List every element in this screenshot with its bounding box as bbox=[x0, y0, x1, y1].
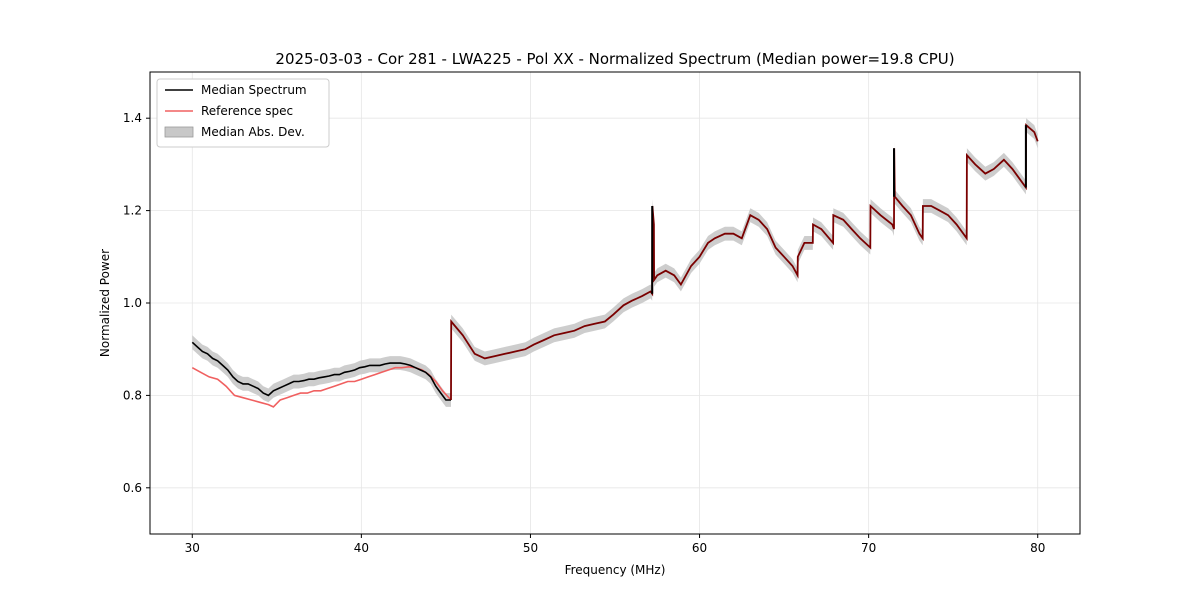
median-series bbox=[191, 123, 1039, 401]
median-line-high bbox=[450, 123, 1039, 401]
x-tick-label: 50 bbox=[523, 541, 538, 555]
median-line-low bbox=[191, 341, 451, 401]
legend-median-label: Median Spectrum bbox=[201, 83, 307, 97]
y-axis: 0.6 0.8 1.0 1.2 1.4 bbox=[123, 111, 150, 495]
y-tick-label: 1.2 bbox=[123, 204, 142, 218]
x-tick-label: 80 bbox=[1030, 541, 1045, 555]
y-tick-label: 1.0 bbox=[123, 296, 142, 310]
y-axis-label: Normalized Power bbox=[98, 249, 112, 357]
y-tick-label: 1.4 bbox=[123, 111, 142, 125]
reference-series bbox=[191, 365, 452, 408]
x-tick-label: 40 bbox=[354, 541, 369, 555]
x-tick-label: 70 bbox=[861, 541, 876, 555]
chart-title: 2025-03-03 - Cor 281 - LWA225 - Pol XX -… bbox=[275, 50, 954, 68]
y-tick-label: 0.8 bbox=[123, 388, 142, 402]
x-axis: 30 40 50 60 70 80 bbox=[185, 534, 1045, 555]
reference-line bbox=[191, 365, 452, 408]
legend: Median Spectrum Reference spec Median Ab… bbox=[156, 78, 330, 148]
legend-mad-label: Median Abs. Dev. bbox=[201, 125, 305, 139]
y-tick-label: 0.6 bbox=[123, 481, 142, 495]
x-axis-label: Frequency (MHz) bbox=[565, 563, 666, 577]
legend-box bbox=[156, 78, 330, 148]
x-tick-label: 60 bbox=[692, 541, 707, 555]
x-tick-label: 30 bbox=[185, 541, 200, 555]
legend-reference-label: Reference spec bbox=[201, 104, 293, 118]
legend-mad-swatch bbox=[164, 126, 194, 138]
